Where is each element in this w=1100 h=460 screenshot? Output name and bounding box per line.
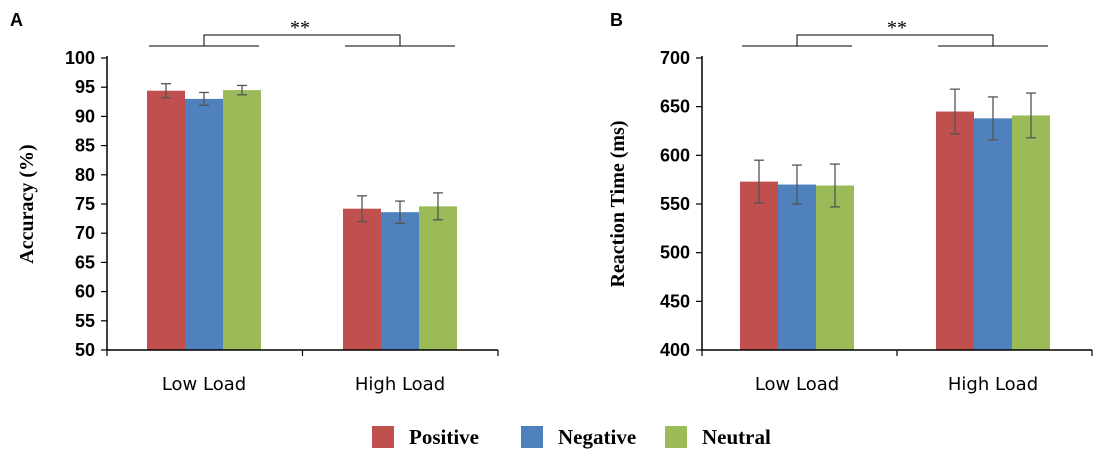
y-tick-label: 400 bbox=[660, 340, 690, 360]
legend-item-neutral: Neutral bbox=[665, 425, 771, 449]
y-tick-label: 650 bbox=[660, 97, 690, 117]
bar-neutral-high-load bbox=[419, 206, 457, 350]
y-tick-label: 550 bbox=[660, 194, 690, 214]
bar-negative-high-load bbox=[381, 212, 419, 350]
x-tick-label-high-load: High Load bbox=[355, 374, 445, 395]
y-tick-label: 85 bbox=[75, 136, 95, 156]
bar-positive-low-load bbox=[147, 90, 185, 350]
y-tick-label: 70 bbox=[75, 223, 95, 243]
significance-bracket bbox=[742, 34, 1048, 47]
error-bar-positive-low-load bbox=[161, 83, 171, 99]
error-bar-neutral-low-load bbox=[237, 84, 247, 96]
legend: Positive Negative Neutral bbox=[372, 425, 771, 449]
bar-negative-low-load bbox=[778, 184, 816, 350]
x-tick-label-low-load: Low Load bbox=[162, 374, 246, 395]
bar-neutral-high-load bbox=[1012, 115, 1050, 350]
legend-swatch-positive bbox=[372, 426, 394, 448]
bar-neutral-low-load bbox=[816, 185, 854, 350]
legend-label-neutral: Neutral bbox=[702, 425, 771, 449]
bar-negative-low-load bbox=[185, 98, 223, 350]
bar-positive-high-load bbox=[936, 111, 974, 351]
significance-label: ** bbox=[887, 17, 907, 39]
bar-negative-high-load bbox=[974, 118, 1012, 350]
y-axis-title: Reaction Time (ms) bbox=[607, 120, 629, 287]
y-axis-title: Accuracy (%) bbox=[16, 144, 38, 263]
chart-panel-a: A Low Load High Load 50 55 60 65 70 75 80 85 90 95 10… bbox=[10, 10, 499, 395]
y-tick-label: 600 bbox=[660, 145, 690, 165]
error-bar-neutral-high-load bbox=[433, 192, 443, 221]
error-bar-positive-low-load bbox=[754, 159, 764, 204]
x-tick-label-high-load: High Load bbox=[948, 374, 1038, 395]
legend-swatch-negative bbox=[521, 426, 543, 448]
y-tick-label: 50 bbox=[75, 340, 95, 360]
y-tick-label: 100 bbox=[65, 48, 95, 68]
error-bar-negative-high-load bbox=[988, 96, 998, 141]
bar-positive-high-load bbox=[343, 208, 381, 350]
legend-item-positive: Positive bbox=[372, 425, 479, 449]
error-bar-positive-high-load bbox=[950, 88, 960, 135]
x-tick-label-low-load: Low Load bbox=[755, 374, 839, 395]
error-bar-neutral-low-load bbox=[830, 163, 840, 208]
legend-item-negative: Negative bbox=[521, 425, 636, 449]
y-tick-label: 60 bbox=[75, 282, 95, 302]
y-tick-label: 450 bbox=[660, 291, 690, 311]
y-tick-label: 90 bbox=[75, 106, 95, 126]
significance-bracket bbox=[149, 34, 455, 47]
panel-letter: A bbox=[10, 10, 23, 30]
y-tick-label: 75 bbox=[75, 194, 95, 214]
y-tick-label: 700 bbox=[660, 48, 690, 68]
y-tick-label: 95 bbox=[75, 77, 95, 97]
legend-swatch-neutral bbox=[665, 426, 687, 448]
y-tick-label: 500 bbox=[660, 243, 690, 263]
y-tick-label: 55 bbox=[75, 311, 95, 331]
legend-label-negative: Negative bbox=[558, 425, 636, 449]
error-bar-neutral-high-load bbox=[1026, 92, 1036, 139]
error-bar-negative-low-load bbox=[792, 164, 802, 205]
bar-neutral-low-load bbox=[223, 90, 261, 351]
error-bar-negative-high-load bbox=[395, 200, 405, 224]
y-tick-label: 80 bbox=[75, 165, 95, 185]
bar-positive-low-load bbox=[740, 181, 778, 350]
chart-panel-b: B Low Load High Load 400 450 500 550 600 650 700 R… bbox=[607, 10, 1093, 395]
legend-label-positive: Positive bbox=[409, 425, 479, 449]
y-tick-label: 65 bbox=[75, 252, 95, 272]
significance-label: ** bbox=[290, 17, 310, 39]
error-bar-negative-low-load bbox=[199, 91, 209, 106]
error-bar-positive-high-load bbox=[357, 195, 367, 223]
panel-letter: B bbox=[610, 10, 623, 30]
